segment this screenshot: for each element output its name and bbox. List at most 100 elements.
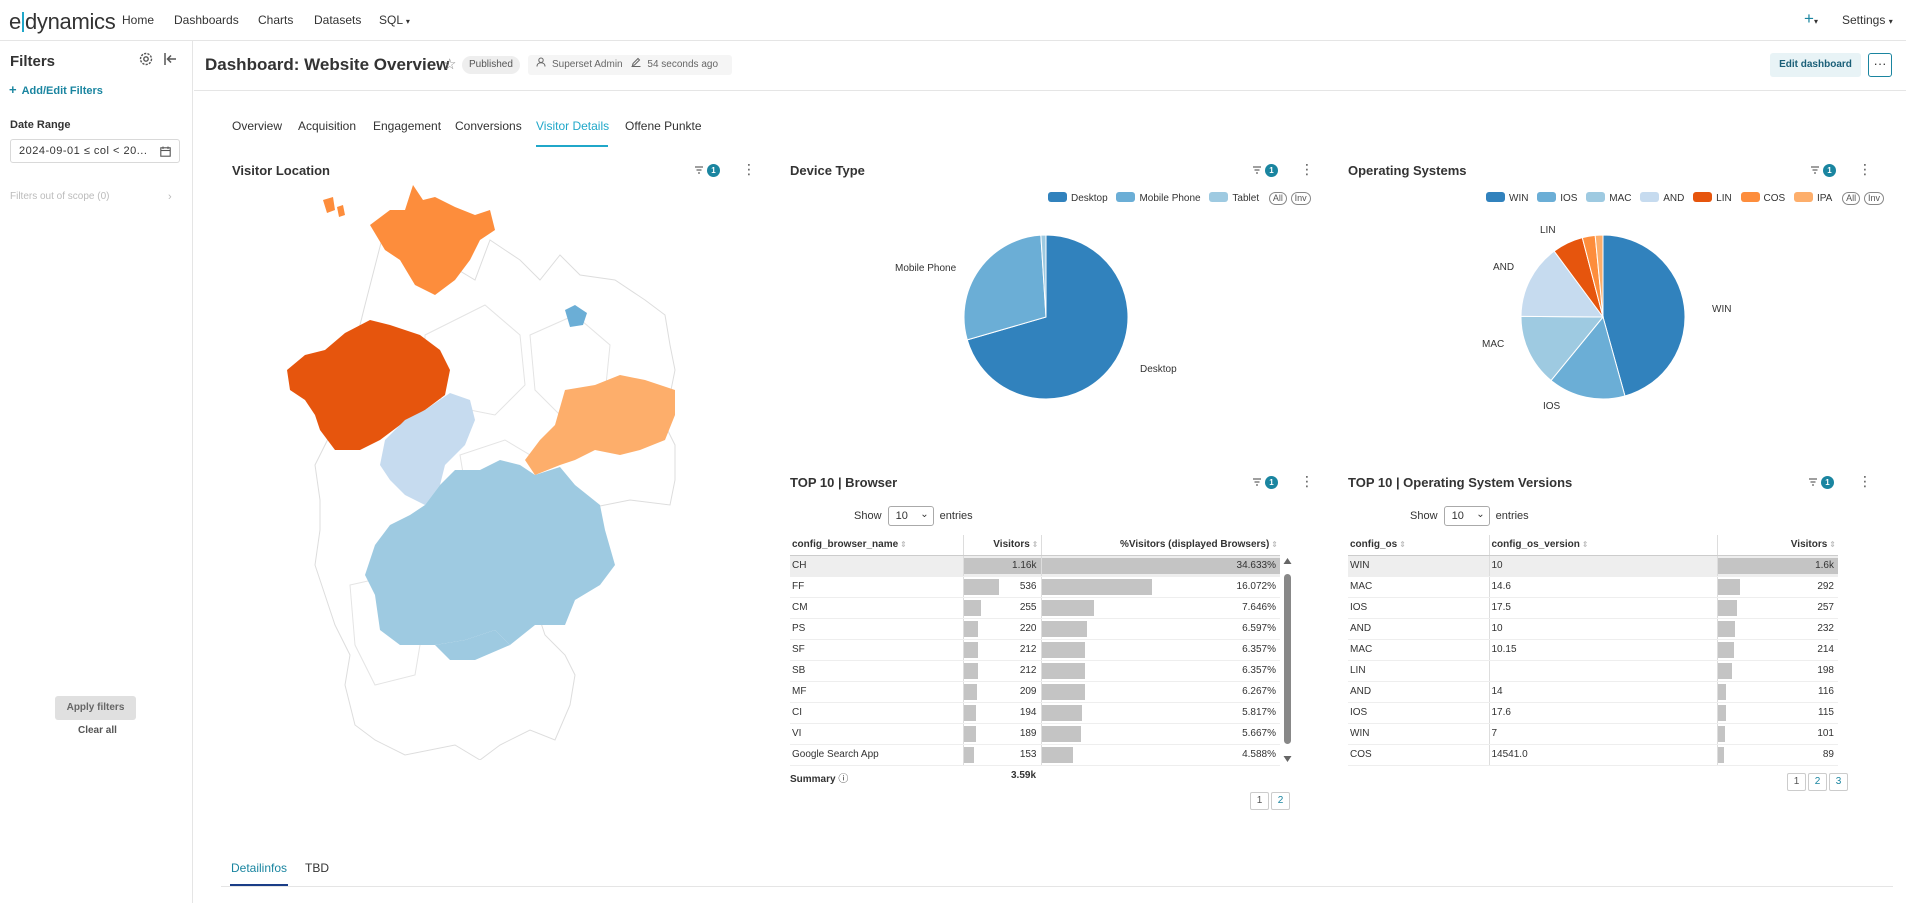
legend-invert-button[interactable]: Inv xyxy=(1290,192,1311,205)
table-row[interactable]: COS 14541.0 89 xyxy=(1348,744,1838,766)
page-button[interactable]: 3 xyxy=(1829,773,1848,791)
table-row[interactable]: FF 536 16.072% xyxy=(790,576,1280,598)
table-row[interactable]: WIN 7 101 xyxy=(1348,723,1838,745)
chart-menu-icon[interactable]: ⋮ xyxy=(1300,161,1314,177)
page-size-select[interactable]: 10 ⌄ xyxy=(1443,506,1490,526)
settings-menu[interactable]: Settings ▾ xyxy=(1842,13,1893,27)
filters-out-of-scope[interactable]: Filters out of scope (0) xyxy=(10,191,110,202)
star-icon[interactable]: ☆ xyxy=(443,56,457,73)
table-row[interactable]: MF 209 6.267% xyxy=(790,681,1280,703)
more-options-button[interactable]: ··· xyxy=(1868,53,1892,77)
legend-select-all-button[interactable]: All xyxy=(1842,192,1861,205)
nav-datasets[interactable]: Datasets xyxy=(314,13,362,27)
table-row[interactable]: VI 189 5.667% xyxy=(790,723,1280,745)
legend-item[interactable]: Desktop xyxy=(1048,192,1108,204)
tab-acquisition[interactable]: Acquisition xyxy=(298,119,357,133)
tab-offene-punkte[interactable]: Offene Punkte xyxy=(625,119,702,133)
dashboard-title[interactable]: Dashboard: Website Overview xyxy=(205,55,450,74)
collapse-sidebar-icon[interactable] xyxy=(163,51,179,70)
pie-slice-ipa[interactable] xyxy=(1594,234,1604,318)
gear-icon[interactable] xyxy=(138,51,154,70)
nav-sql[interactable]: SQL ▾ xyxy=(379,13,410,27)
table-row[interactable]: SB 212 6.357% xyxy=(790,660,1280,682)
add-edit-filters-button[interactable]: + Add/Edit Filters xyxy=(9,82,103,97)
table-row[interactable]: PS 220 6.597% xyxy=(790,618,1280,640)
nav-home[interactable]: Home xyxy=(122,13,155,27)
new-plus-menu[interactable]: +▾ xyxy=(1804,9,1818,28)
apply-filters-button[interactable]: Apply filters xyxy=(55,696,136,720)
pie-label-ios: IOS xyxy=(1543,401,1561,412)
clear-all-button[interactable]: Clear all xyxy=(78,725,117,736)
chevron-right-icon[interactable]: › xyxy=(168,191,172,203)
filter-indicator[interactable]: 1 xyxy=(1808,475,1834,491)
pie-slice-mobile-phone[interactable] xyxy=(963,234,1047,341)
table-row[interactable]: IOS 17.6 115 xyxy=(1348,702,1838,724)
info-icon[interactable]: ⓘ xyxy=(838,774,849,785)
filter-indicator[interactable]: 1 xyxy=(1810,163,1836,179)
tab-engagement[interactable]: Engagement xyxy=(373,119,442,133)
legend-item[interactable]: WIN xyxy=(1486,192,1528,204)
page-button[interactable]: 1 xyxy=(1250,792,1269,810)
legend-item[interactable]: Mobile Phone xyxy=(1116,192,1201,204)
page-button[interactable]: 2 xyxy=(1271,792,1290,810)
table-scrollbar[interactable] xyxy=(1283,558,1292,762)
pie-slice-mac[interactable] xyxy=(1520,315,1605,382)
chart-menu-icon[interactable]: ⋮ xyxy=(1858,473,1872,489)
table-row[interactable]: LIN 198 xyxy=(1348,660,1838,682)
table-row[interactable]: Google Search App 153 4.588% xyxy=(790,744,1280,766)
page-button[interactable]: 1 xyxy=(1787,773,1806,791)
tab-overview[interactable]: Overview xyxy=(232,119,283,133)
filter-indicator[interactable]: 1 xyxy=(1252,163,1278,179)
tab-visitor-details[interactable]: Visitor Details xyxy=(536,119,610,133)
edit-dashboard-button[interactable]: Edit dashboard xyxy=(1770,53,1861,77)
chart-menu-icon[interactable]: ⋮ xyxy=(742,161,756,177)
legend-item[interactable]: MAC xyxy=(1586,192,1631,204)
table-row[interactable]: MAC 10.15 214 xyxy=(1348,639,1838,661)
table-row[interactable]: WIN 10 1.6k xyxy=(1348,555,1838,577)
pie-slice-win[interactable] xyxy=(1602,234,1686,397)
filter-indicator[interactable]: 1 xyxy=(694,163,720,179)
pie-slice-and[interactable] xyxy=(1520,250,1604,318)
table-row[interactable]: AND 10 232 xyxy=(1348,618,1838,640)
page-button[interactable]: 2 xyxy=(1808,773,1827,791)
pie-slice-tablet[interactable] xyxy=(1040,234,1047,318)
column-header[interactable]: config_os_version ⇕ xyxy=(1488,535,1717,556)
legend-item[interactable]: LIN xyxy=(1693,192,1732,204)
table-row[interactable]: SF 212 6.357% xyxy=(790,639,1280,661)
tab-detailinfos[interactable]: Detailinfos xyxy=(231,861,288,875)
column-header[interactable]: Visitors ⇕ xyxy=(1716,535,1838,556)
status-badge[interactable]: Published xyxy=(462,56,520,74)
legend-item[interactable]: IOS xyxy=(1537,192,1577,204)
chart-menu-icon[interactable]: ⋮ xyxy=(1858,161,1872,177)
legend-item[interactable]: COS xyxy=(1740,192,1785,204)
table-row[interactable]: AND 14 116 xyxy=(1348,681,1838,703)
pie-slice-ios[interactable] xyxy=(1550,315,1626,400)
region-bayern xyxy=(365,460,615,645)
region-sachsen xyxy=(525,375,675,475)
legend-item[interactable]: Tablet xyxy=(1209,192,1259,204)
page-size-select[interactable]: 10 ⌄ xyxy=(887,506,934,526)
legend-invert-button[interactable]: Inv xyxy=(1863,192,1884,205)
column-header[interactable]: config_os ⇕ xyxy=(1348,535,1489,556)
date-range-input[interactable]: 2024-09-01 ≤ col < 20... xyxy=(10,139,180,163)
table-row[interactable]: IOS 17.5 257 xyxy=(1348,597,1838,619)
nav-dashboards[interactable]: Dashboards xyxy=(174,13,239,27)
column-header[interactable]: Visitors ⇕ xyxy=(962,535,1041,556)
chart-menu-icon[interactable]: ⋮ xyxy=(1300,473,1314,489)
brand-logo[interactable]: e dynamics xyxy=(9,9,116,34)
legend-item[interactable]: IPA xyxy=(1793,192,1832,204)
nav-charts[interactable]: Charts xyxy=(258,13,294,27)
filter-indicator[interactable]: 1 xyxy=(1252,475,1278,491)
legend-item[interactable]: AND xyxy=(1640,192,1684,204)
column-header[interactable]: %Visitors (displayed Browsers) ⇕ xyxy=(1040,535,1280,556)
table-row[interactable]: CI 194 5.817% xyxy=(790,702,1280,724)
table-row[interactable]: CM 255 7.646% xyxy=(790,597,1280,619)
cell-browser-name: Google Search App xyxy=(790,744,963,766)
tab-tbd[interactable]: TBD xyxy=(305,861,329,875)
table-row[interactable]: MAC 14.6 292 xyxy=(1348,576,1838,598)
table-row[interactable]: CH 1.16k 34.633% xyxy=(790,555,1280,577)
tab-conversions[interactable]: Conversions xyxy=(455,119,522,133)
pie-slice-desktop[interactable] xyxy=(966,234,1129,400)
legend-select-all-button[interactable]: All xyxy=(1268,192,1287,205)
column-header[interactable]: config_browser_name ⇕ xyxy=(790,535,963,556)
